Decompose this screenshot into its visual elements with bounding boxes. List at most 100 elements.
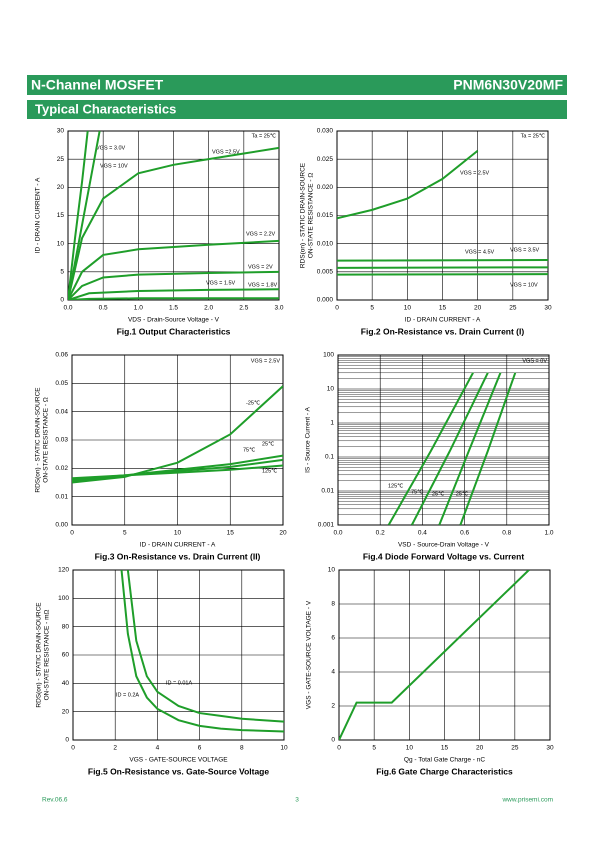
y-tick-label: 100 [58,595,69,602]
y-tick-label: 60 [62,652,70,659]
x-axis-title: VSD - Source-Drain Voltage - V [398,542,490,549]
y-axis-title: IS - Source Current - A [305,406,312,472]
curve-label: 25℃ [262,441,275,447]
y-tick-label: 10 [327,386,335,393]
section-title: Typical Characteristics [35,101,176,116]
data-line [337,259,548,262]
y-tick-label: 0.000 [317,297,334,304]
x-tick-label: 0 [337,745,341,752]
part-number: PNM6N30V20MF [453,77,563,93]
x-tick-label: 6 [198,745,202,752]
header-bar [27,75,567,95]
data-line [337,149,479,220]
x-tick-label: 30 [544,305,552,312]
x-tick-label: 0.0 [333,530,342,537]
data-line [410,372,489,525]
curve-label: VGS = 10V [100,163,128,169]
plot-frame [338,569,551,741]
x-axis-title: Qg - Total Gate Charge - nC [404,757,485,764]
x-tick-label: 2.0 [204,305,213,312]
y-tick-label: 15 [57,212,65,219]
y-tick-label: 100 [323,352,334,359]
plot-frame [337,354,550,526]
y-tick-label: 0.030 [317,128,334,135]
x-tick-label: 5 [123,530,127,537]
curve-label: VGS = 2.5V [460,170,490,176]
chart-caption: Fig.2 On-Resistance vs. Drain Current (I… [361,326,525,336]
y-axis-title: ON-STATE RESISTANCE - Ω [43,397,50,483]
x-tick-label: 3.0 [274,305,283,312]
curve-label: VGS = 10V [510,282,538,288]
footer-site: www.prisemi.com [501,797,553,804]
x-tick-label: 10 [406,745,414,752]
x-tick-label: 15 [439,305,447,312]
x-tick-label: 1.0 [544,530,553,537]
x-tick-label: 8 [240,745,244,752]
y-tick-label: 80 [62,623,70,630]
y-axis-title: ON-STATE RESISTANCE - mΩ [44,609,51,700]
plot-frame [336,130,549,301]
curve-label: VGS = 2.2V [246,231,276,237]
x-tick-label: 4 [156,745,160,752]
x-tick-label: 30 [546,745,554,752]
annotation: VGS = 2.5V [251,358,281,364]
x-tick-label: 1.0 [134,305,143,312]
data-line [68,146,279,300]
plot-frame [67,130,280,301]
y-tick-label: 0.03 [55,437,68,444]
y-tick-label: 0.01 [55,493,68,500]
x-tick-label: 0.4 [418,530,427,537]
y-axis-title: RDS(on) - STATIC DRAIN-SOURCE [36,602,43,708]
annotation: Ta = 25℃ [252,133,277,139]
y-tick-label: 0.02 [55,465,68,472]
footer-rev: Rev.06.6 [42,797,68,804]
y-tick-label: 0.015 [317,212,334,219]
data-line [68,131,101,300]
x-axis-title: VDS - Drain-Source Voltage - V [128,317,220,324]
data-line [68,270,279,300]
curve-label: 75℃ [411,489,424,495]
y-tick-label: 25 [57,156,65,163]
annotation: VGS = 0V [522,358,547,364]
y-axis-title: VGS - GATE-SOURCE VOLTAGE - V [306,600,313,709]
curve-label: VGS =2.5V [212,149,240,155]
curve-label: ID = 0.2A [116,692,139,698]
y-tick-label: 0.020 [317,184,334,191]
data-line [68,297,279,300]
data-line [438,372,502,525]
curve-label: ID = 0.01A [166,680,192,686]
curve-label: VGS = 3.5V [510,247,540,253]
curve-label: 125℃ [262,468,278,474]
curve-label: 75℃ [243,447,256,453]
y-tick-label: 0.010 [317,240,334,247]
curve-label: -25℃ [246,400,261,406]
y-tick-label: 1 [330,420,334,427]
x-tick-label: 25 [509,305,517,312]
x-tick-label: 2.5 [239,305,248,312]
y-tick-label: 0.025 [317,156,334,163]
y-tick-label: 10 [57,240,65,247]
curve-label: -25℃ [454,491,469,497]
data-line [337,266,548,269]
data-line [339,570,530,740]
section-bar [27,100,567,119]
chart-caption: Fig.3 On-Resistance vs. Drain Current (I… [95,551,261,561]
y-tick-label: 8 [331,601,335,608]
x-tick-label: 1.5 [169,305,178,312]
y-tick-label: 0.06 [55,352,68,359]
chart-caption: Fig.6 Gate Charge Characteristics [376,766,513,776]
x-axis-title: ID - DRAIN CURRENT - A [405,317,481,324]
data-line [459,372,517,525]
data-line [387,372,474,525]
y-tick-label: 20 [57,184,65,191]
data-line [68,131,89,300]
x-tick-label: 20 [476,745,484,752]
chart-caption: Fig.5 On-Resistance vs. Gate-Source Volt… [88,766,270,776]
x-tick-label: 0.8 [502,530,511,537]
data-line [120,570,284,733]
x-tick-label: 15 [441,745,449,752]
x-tick-label: 0 [71,745,75,752]
chart-caption: Fig.4 Diode Forward Voltage vs. Current [363,551,525,561]
y-tick-label: 0 [60,297,64,304]
